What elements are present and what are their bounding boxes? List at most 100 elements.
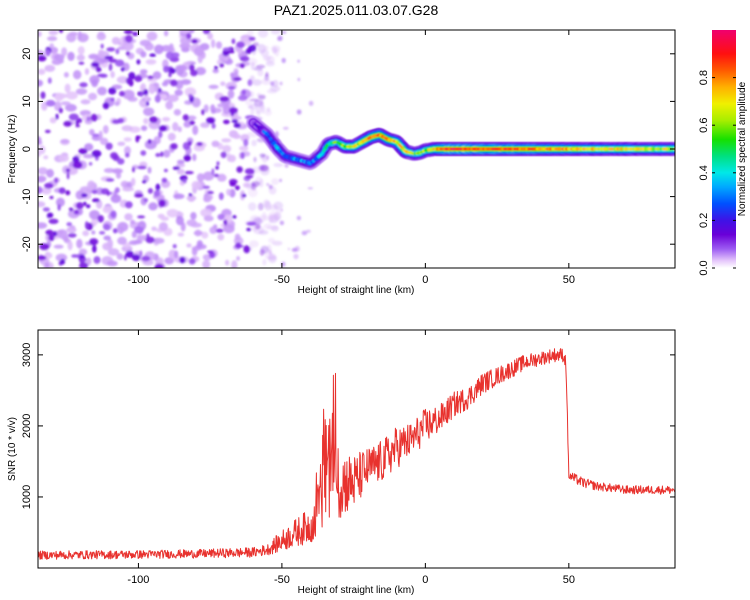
noise-blob: [66, 166, 78, 175]
noise-blob: [66, 171, 70, 180]
noise-blob: [105, 178, 115, 182]
noise-blob: [38, 167, 48, 175]
noise-blob: [64, 83, 71, 93]
noise-blob: [63, 72, 69, 78]
y-tick-label: 10: [21, 95, 33, 107]
noise-blob: [280, 208, 283, 212]
noise-blob: [249, 240, 259, 248]
noise-blob: [75, 124, 80, 128]
noise-blob: [108, 63, 113, 71]
noise-blob: [223, 224, 235, 234]
noise-blob: [229, 182, 236, 187]
noise-blob: [38, 55, 47, 62]
noise-blob: [196, 142, 203, 147]
noise-blob: [177, 126, 182, 133]
noise-blob: [172, 122, 179, 132]
noise-blob: [38, 79, 43, 87]
noise-blob: [100, 137, 109, 146]
noise-blob: [122, 89, 135, 100]
noise-blob: [77, 33, 89, 43]
noise-blob: [48, 218, 59, 224]
noise-blob: [175, 215, 184, 226]
noise-blob: [49, 117, 57, 124]
y-tick-label: 2000: [21, 414, 33, 438]
noise-blob: [212, 68, 219, 74]
noise-blob: [99, 231, 106, 235]
noise-blob: [78, 61, 85, 65]
noise-blob: [102, 205, 114, 214]
noise-blob: [125, 51, 130, 56]
noise-blob: [257, 69, 264, 77]
noise-blob: [44, 262, 50, 268]
noise-blob: [65, 190, 71, 196]
noise-blob: [233, 122, 241, 128]
snr-plot-area: [38, 330, 675, 568]
noise-blob: [91, 198, 100, 203]
noise-blob: [75, 190, 85, 200]
noise-blob: [215, 165, 219, 170]
noise-blob: [188, 193, 193, 197]
noise-blob: [259, 164, 269, 172]
noise-blob: [237, 95, 248, 101]
noise-blob: [174, 89, 183, 96]
noise-blob: [167, 94, 179, 103]
noise-blob: [160, 216, 169, 221]
noise-blob: [103, 223, 111, 231]
noise-blob: [158, 125, 168, 132]
noise-blob: [100, 43, 104, 49]
noise-blob: [266, 183, 270, 186]
noise-blob: [235, 242, 242, 249]
noise-blob: [165, 100, 174, 110]
noise-blob: [139, 69, 148, 75]
noise-blob: [68, 207, 74, 212]
noise-blob: [250, 108, 255, 116]
noise-blob: [78, 148, 88, 155]
noise-blob: [186, 243, 192, 248]
noise-blob: [301, 230, 308, 236]
noise-blob: [222, 104, 231, 115]
noise-blob: [58, 107, 63, 114]
noise-blob: [162, 117, 171, 122]
noise-blob: [120, 67, 125, 72]
noise-blob: [48, 30, 59, 36]
noise-blob: [121, 125, 133, 132]
noise-blob: [130, 219, 136, 225]
noise-blob: [176, 163, 186, 168]
noise-blob: [148, 84, 156, 94]
noise-blob: [147, 139, 152, 144]
noise-blob: [123, 30, 133, 34]
noise-blob: [188, 140, 192, 146]
noise-blob: [111, 168, 123, 174]
noise-blob: [58, 154, 69, 162]
noise-blob: [173, 193, 185, 200]
noise-blob: [306, 229, 311, 233]
noise-blob: [58, 187, 66, 194]
y-tick-label: -20: [21, 236, 33, 252]
noise-blob: [246, 227, 252, 232]
colorbar: 0.0 0.2 0.4 0.6 0.8 Normalized spectral ampl…: [698, 30, 748, 276]
noise-blob: [296, 215, 302, 221]
noise-blob: [78, 254, 85, 259]
noise-blob: [231, 119, 238, 124]
noise-blob: [247, 187, 258, 198]
noise-blob: [243, 245, 250, 254]
noise-blob: [207, 250, 214, 254]
noise-blob: [219, 96, 230, 102]
noise-blob: [107, 248, 120, 256]
noise-blob: [134, 226, 144, 234]
noise-blob: [203, 215, 214, 222]
noise-blob: [170, 143, 178, 150]
noise-blob: [154, 263, 164, 268]
noise-blob: [161, 81, 169, 87]
x-tick-label: 50: [563, 574, 575, 586]
noise-blob: [80, 99, 91, 105]
noise-blob: [241, 193, 247, 198]
noise-blob: [260, 104, 266, 114]
colorbar-gradient: [712, 30, 736, 268]
noise-blob: [163, 30, 169, 37]
noise-blob: [110, 152, 118, 160]
noise-blob: [83, 201, 87, 206]
noise-blob: [200, 122, 210, 128]
noise-blob: [176, 159, 185, 165]
